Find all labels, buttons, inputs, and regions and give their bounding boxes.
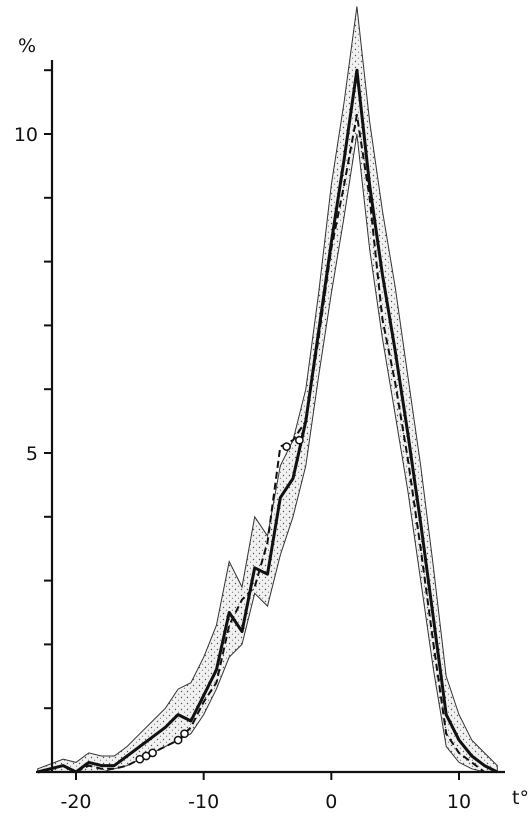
x-tick-label: -10 (188, 791, 219, 813)
x-tick-label: 10 (447, 791, 471, 813)
data-point-marker (148, 748, 157, 758)
data-point-marker (180, 729, 189, 739)
confidence-band (37, 6, 498, 773)
x-tick-label: 0 (325, 791, 337, 813)
y-tick-label: 5 (26, 443, 38, 465)
series-line-dashed (75, 113, 486, 773)
series-lines (37, 68, 498, 774)
y-ticks: 5 10 (14, 69, 52, 710)
data-point-marker (295, 435, 304, 445)
data-point-marker (282, 442, 291, 451)
x-tick-label: -20 (60, 791, 91, 813)
x-ticks: -20 -10 0 10 (60, 772, 471, 813)
y-axis-label: % (18, 35, 36, 57)
data-point-marker (173, 735, 183, 745)
band-area (37, 6, 498, 773)
series-line-solid (37, 68, 498, 774)
x-axis-label: t° (512, 787, 529, 809)
y-tick-label: 10 (14, 124, 38, 146)
open-circle-markers (135, 435, 304, 764)
